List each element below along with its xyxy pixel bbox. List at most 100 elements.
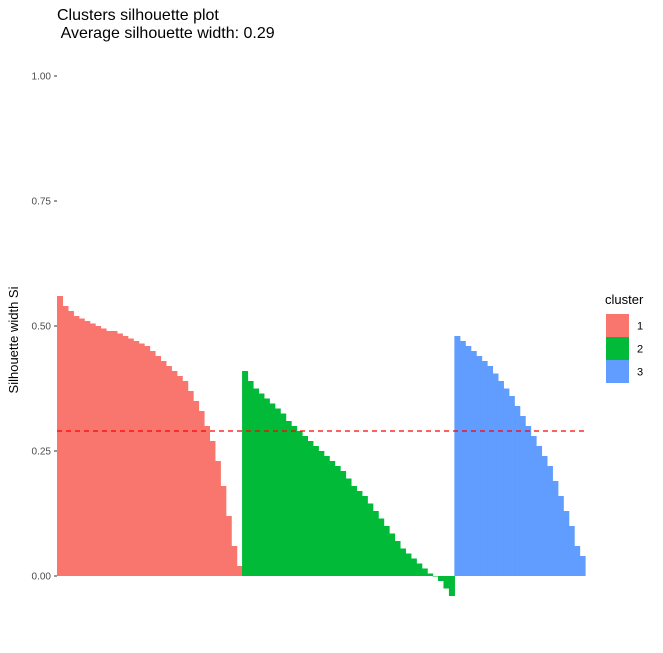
bar-cluster-2-18: [340, 471, 347, 576]
bar-cluster-2-3: [258, 393, 265, 576]
bar-cluster-1-30: [220, 486, 227, 576]
bar-cluster-3-13: [525, 426, 532, 576]
bar-cluster-1-8: [100, 328, 107, 576]
bar-cluster-2-12: [307, 441, 314, 576]
bar-cluster-1-3: [73, 316, 80, 576]
bar-cluster-3-17: [546, 466, 553, 576]
bar-cluster-1-20: [165, 366, 172, 576]
bar-cluster-2-33: [421, 568, 428, 576]
bar-cluster-1-6: [89, 323, 96, 576]
y-tick-label-4: 1.00: [32, 72, 52, 83]
y-axis-title: Silhouette width Si: [6, 286, 21, 393]
bar-cluster-1-32: [231, 546, 238, 576]
bar-cluster-2-15: [323, 456, 330, 576]
bar-cluster-2-32: [416, 563, 423, 576]
y-tick-label-3: 0.75: [32, 197, 52, 208]
bar-cluster-2-10: [296, 431, 303, 576]
bar-cluster-2-1: [247, 381, 254, 576]
bar-cluster-2-23: [367, 503, 374, 576]
bar-cluster-2-22: [361, 496, 368, 576]
bar-cluster-1-26: [198, 411, 205, 576]
bar-cluster-1-10: [111, 331, 118, 576]
bar-cluster-2-38: [448, 576, 455, 596]
bar-cluster-3-8: [497, 381, 504, 576]
bar-cluster-1-15: [138, 343, 145, 576]
bar-cluster-2-24: [372, 511, 379, 576]
bar-cluster-3-2: [465, 346, 472, 576]
bar-cluster-1-19: [160, 361, 167, 576]
bar-cluster-2-28: [394, 541, 401, 576]
bar-cluster-2-17: [334, 466, 341, 576]
bar-cluster-2-2: [252, 388, 259, 576]
bar-cluster-3-7: [492, 373, 499, 576]
bar-cluster-2-20: [350, 486, 357, 576]
bar-cluster-2-35: [432, 576, 439, 577]
bar-cluster-1-17: [149, 351, 156, 576]
bar-cluster-2-16: [329, 461, 336, 576]
bar-cluster-1-31: [225, 516, 232, 576]
bar-cluster-2-36: [438, 576, 445, 581]
bar-cluster-3-11: [514, 406, 521, 576]
bar-cluster-1-1: [62, 306, 69, 576]
bar-cluster-2-8: [285, 421, 292, 576]
bar-cluster-1-25: [193, 401, 200, 576]
bar-cluster-1-14: [133, 341, 140, 576]
bar-cluster-1-28: [209, 441, 216, 576]
y-tick-label-0: 0.00: [32, 572, 52, 583]
bar-cluster-3-9: [503, 388, 510, 576]
bar-cluster-1-29: [214, 461, 221, 576]
bar-cluster-1-22: [176, 376, 183, 576]
chart-title-line-2: Average silhouette width: 0.29: [57, 25, 275, 42]
bar-cluster-3-22: [574, 546, 581, 576]
bar-cluster-3-21: [568, 526, 575, 576]
bar-cluster-2-13: [312, 446, 319, 576]
bar-cluster-1-18: [154, 356, 162, 576]
bar-cluster-3-18: [552, 481, 559, 576]
bar-cluster-1-9: [105, 331, 113, 576]
bar-cluster-3-0: [454, 336, 461, 576]
bar-cluster-3-23: [579, 556, 586, 576]
bar-cluster-1-11: [116, 333, 123, 576]
bar-cluster-2-14: [318, 451, 325, 576]
bar-cluster-2-0: [242, 371, 249, 576]
bar-cluster-1-5: [84, 321, 91, 576]
bar-cluster-3-1: [459, 341, 466, 576]
bar-cluster-3-16: [541, 456, 548, 576]
bar-cluster-1-24: [187, 391, 194, 576]
bar-cluster-2-34: [427, 573, 434, 576]
bar-cluster-3-4: [476, 356, 483, 576]
bar-cluster-1-13: [127, 338, 134, 576]
bar-cluster-3-5: [481, 361, 488, 576]
bar-cluster-2-6: [274, 408, 281, 576]
bar-cluster-2-5: [269, 403, 276, 576]
bar-cluster-2-26: [383, 526, 390, 576]
bar-cluster-2-9: [291, 426, 298, 576]
legend-key-1: [606, 314, 629, 337]
bar-cluster-1-12: [122, 336, 129, 576]
bar-cluster-2-25: [378, 518, 385, 576]
legend-title: cluster: [605, 292, 644, 307]
legend-label-1: 1: [637, 321, 643, 333]
bar-cluster-3-15: [536, 446, 543, 576]
legend-label-2: 2: [637, 344, 643, 356]
bar-cluster-2-29: [399, 548, 406, 576]
bar-cluster-3-3: [470, 351, 477, 576]
bar-cluster-1-16: [144, 346, 151, 576]
bar-cluster-1-33: [236, 566, 243, 576]
legend: cluster 1 2 3: [605, 292, 644, 383]
bar-cluster-2-4: [263, 398, 270, 576]
bar-cluster-2-37: [443, 576, 450, 589]
bar-cluster-3-14: [530, 436, 537, 576]
bar-cluster-2-31: [410, 558, 417, 576]
silhouette-bars: [57, 296, 586, 596]
y-tick-label-2: 0.50: [32, 322, 52, 333]
bar-cluster-2-11: [301, 436, 308, 576]
bar-cluster-1-2: [67, 311, 74, 576]
bar-cluster-1-27: [203, 426, 211, 576]
chart-title-line-1: Clusters silhouette plot: [57, 7, 219, 24]
bar-cluster-3-19: [557, 496, 564, 576]
y-axis: 0.00 0.25 0.50 0.75 1.00: [32, 72, 57, 583]
bar-cluster-1-4: [78, 318, 85, 576]
bar-cluster-2-30: [405, 553, 412, 576]
